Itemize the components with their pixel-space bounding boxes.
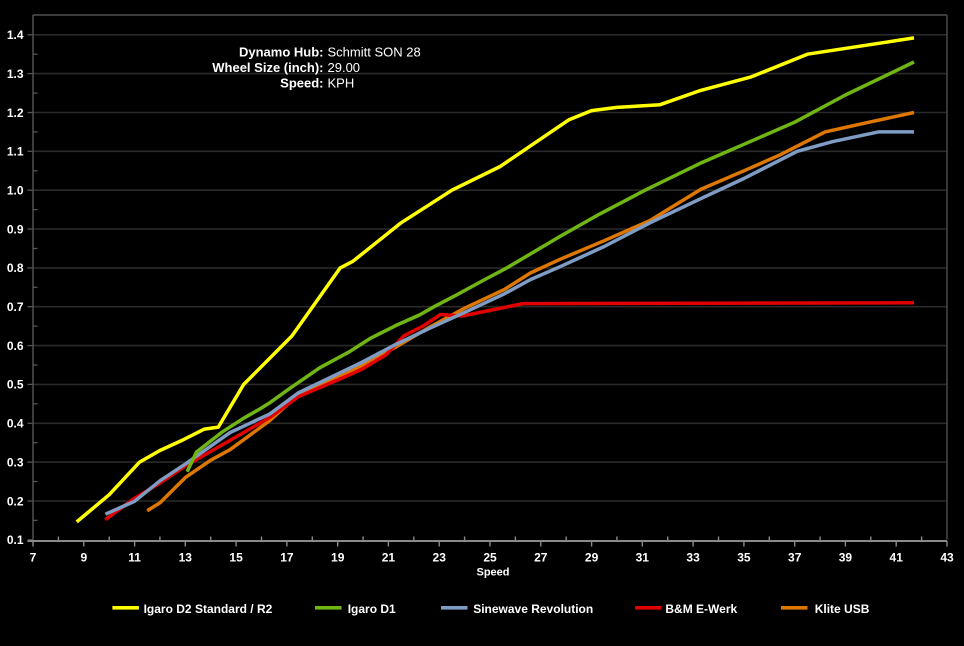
- svg-text:0.8: 0.8: [7, 261, 24, 275]
- svg-text:33: 33: [686, 551, 700, 565]
- svg-text:35: 35: [737, 551, 751, 565]
- svg-text:1.0: 1.0: [7, 184, 24, 198]
- svg-text:23: 23: [433, 551, 447, 565]
- svg-text:Igaro D1: Igaro D1: [348, 602, 396, 616]
- svg-text:Schmitt SON 28: Schmitt SON 28: [328, 45, 421, 60]
- svg-text:KPH: KPH: [328, 76, 355, 91]
- svg-text:1.4: 1.4: [7, 28, 24, 42]
- svg-text:9: 9: [80, 551, 87, 565]
- svg-text:39: 39: [839, 551, 853, 565]
- svg-text:Klite USB: Klite USB: [815, 602, 870, 616]
- svg-text:0.1: 0.1: [7, 533, 24, 547]
- svg-text:0.4: 0.4: [7, 417, 24, 431]
- svg-text:Igaro D2 Standard / R2: Igaro D2 Standard / R2: [144, 602, 273, 616]
- svg-text:11: 11: [128, 551, 141, 565]
- svg-text:29: 29: [585, 551, 599, 565]
- svg-text:43: 43: [940, 551, 954, 565]
- svg-text:Dynamo Hub:: Dynamo Hub:: [239, 45, 324, 60]
- svg-text:Wheel Size (inch):: Wheel Size (inch):: [212, 60, 323, 75]
- svg-text:1.2: 1.2: [7, 106, 24, 120]
- svg-text:0.9: 0.9: [7, 222, 24, 236]
- svg-text:25: 25: [483, 551, 497, 565]
- svg-text:21: 21: [382, 551, 396, 565]
- svg-text:Speed: Speed: [476, 567, 509, 579]
- svg-text:0.5: 0.5: [7, 378, 24, 392]
- svg-text:0.6: 0.6: [7, 339, 24, 353]
- svg-text:Speed:: Speed:: [280, 76, 323, 91]
- svg-text:37: 37: [788, 551, 802, 565]
- svg-text:13: 13: [179, 551, 193, 565]
- svg-text:41: 41: [890, 551, 904, 565]
- svg-text:27: 27: [534, 551, 548, 565]
- svg-text:0.3: 0.3: [7, 455, 24, 469]
- svg-text:1.3: 1.3: [7, 67, 24, 81]
- svg-text:Sinewave Revolution: Sinewave Revolution: [473, 602, 593, 616]
- svg-text:7: 7: [30, 551, 37, 565]
- svg-text:1.1: 1.1: [7, 145, 24, 159]
- svg-text:0.7: 0.7: [7, 300, 24, 314]
- svg-text:19: 19: [331, 551, 345, 565]
- svg-text:29.00: 29.00: [328, 60, 361, 75]
- svg-text:B&M E-Werk: B&M E-Werk: [665, 602, 737, 616]
- svg-text:0.2: 0.2: [7, 494, 24, 508]
- svg-text:31: 31: [636, 551, 650, 565]
- svg-text:17: 17: [280, 551, 294, 565]
- svg-text:15: 15: [229, 551, 243, 565]
